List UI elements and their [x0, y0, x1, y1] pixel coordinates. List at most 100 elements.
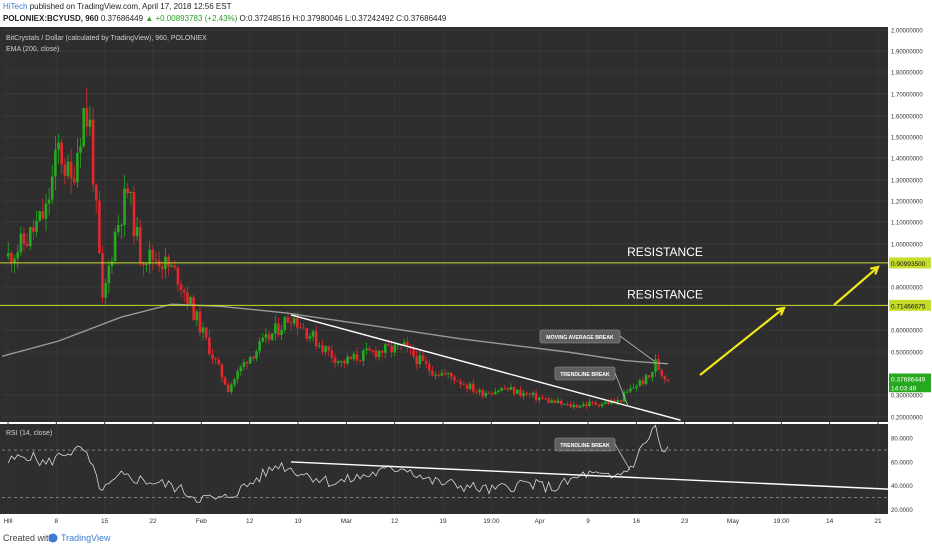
- candle-body: [453, 376, 456, 381]
- candle-body: [32, 227, 35, 232]
- candle-body: [230, 384, 233, 392]
- candle-body: [258, 341, 261, 352]
- trendline-break-callout: TRENDLINE BREAK: [554, 366, 629, 407]
- candle-body: [327, 346, 331, 351]
- candle-body: [663, 375, 667, 380]
- y-tick-label: 2.00000000: [891, 29, 923, 35]
- candle-body: [591, 401, 594, 403]
- candle-body: [22, 233, 26, 244]
- callout-text: TRENDLINE BREAK: [560, 443, 610, 449]
- candle-body: [503, 388, 506, 390]
- symbol-line: POLONIEX:BCYUSD, 960 0.37686449 ▲ +0.008…: [3, 14, 446, 23]
- candle-body: [264, 334, 268, 338]
- rsi-title: RSI (14, close): [6, 430, 52, 437]
- candle-body: [88, 119, 92, 127]
- price-tag-text: 14:03:49: [891, 385, 917, 392]
- candle-body: [468, 383, 472, 389]
- candle-body: [57, 142, 60, 150]
- last-price: 0.37686449: [100, 14, 144, 23]
- candle-body: [563, 404, 566, 406]
- candle-body: [98, 200, 101, 253]
- candle-body: [54, 149, 57, 177]
- candle-body: [113, 231, 117, 262]
- ohlc-values: O:0.37248516 H:0.37980046 L:0.37242492 C…: [239, 14, 447, 23]
- y-tick-label: 0.80000000: [891, 286, 923, 292]
- candle-body: [405, 342, 409, 347]
- candle-body: [556, 400, 560, 404]
- candle-body: [509, 387, 513, 390]
- callout-text: MOVING AVERAGE BREAK: [546, 335, 614, 341]
- publisher-link[interactable]: HiTech: [3, 2, 28, 11]
- time-axis-bg: [0, 514, 888, 526]
- candle-body: [299, 327, 302, 329]
- candle-body: [371, 350, 375, 352]
- x-tick-label: 8: [55, 518, 59, 525]
- created-with-text: Created with: [3, 533, 54, 543]
- candle-body: [239, 366, 243, 372]
- candle-body: [585, 404, 588, 407]
- resistance-price-tag: [889, 257, 931, 269]
- candle-body: [167, 256, 170, 267]
- candle-body: [132, 192, 136, 237]
- candle-body: [346, 356, 349, 364]
- candle-body: [594, 402, 598, 405]
- candle-body: [60, 142, 63, 165]
- candle-body: [421, 355, 425, 361]
- candle-body: [248, 356, 252, 364]
- y-tick-label: 1.70000000: [891, 93, 923, 99]
- candle-body: [500, 388, 503, 391]
- callout-text: TRENDLINE BREAK: [560, 372, 610, 378]
- rsi-y-tick-label: 40.0000: [891, 484, 913, 490]
- arrow-head: [869, 265, 880, 275]
- chart-header: HiTech published on TradingView.com, Apr…: [0, 0, 932, 27]
- candle-body: [629, 388, 632, 392]
- candle-body: [515, 389, 519, 394]
- candle-body: [91, 119, 95, 185]
- published-text: published on TradingView.com, April 17, …: [29, 2, 232, 11]
- candle-body: [76, 152, 79, 183]
- candle-body: [186, 292, 189, 304]
- candle-body: [10, 253, 13, 264]
- candle-body: [434, 374, 437, 376]
- candle-body: [340, 360, 343, 362]
- candle-body: [396, 344, 400, 346]
- x-tick-label: 12: [391, 518, 399, 525]
- candle-body: [449, 372, 453, 377]
- candle-body: [311, 331, 315, 337]
- candle-body: [283, 317, 287, 330]
- callout-box: [554, 437, 616, 452]
- candle-body: [236, 371, 239, 380]
- candle-body: [211, 354, 214, 359]
- candle-body: [559, 400, 563, 405]
- candle-body: [19, 233, 23, 253]
- candle-body: [233, 379, 236, 385]
- candle-body: [242, 362, 246, 367]
- candle-body: [126, 188, 129, 194]
- resistance-price-text: 0.90993500: [891, 261, 926, 268]
- rsi-y-tick-label: 60.0000: [891, 460, 913, 466]
- candle-body: [101, 252, 104, 298]
- candle-body: [198, 311, 202, 333]
- candle-body: [402, 342, 406, 346]
- candle-body: [506, 388, 510, 390]
- candle-body: [255, 351, 258, 359]
- x-tick-label: 16: [633, 518, 641, 525]
- candle-body: [189, 297, 192, 304]
- candle-body: [613, 400, 616, 403]
- chart-canvas: Hlll 8 15 22 Feb 12 19 Mar 12 19 19:00 Apr 9 16 23 May 1…: [0, 27, 932, 526]
- candle-body: [578, 406, 582, 408]
- candle-body: [365, 348, 368, 351]
- candle-body: [465, 384, 469, 389]
- tradingview-brand-link[interactable]: TradingView: [61, 533, 111, 543]
- price-change: ▲ +0.00893783 (+2.43%): [145, 14, 238, 23]
- arrow-head: [775, 306, 786, 316]
- candle-body: [289, 322, 293, 324]
- candle-body: [607, 401, 610, 404]
- candle-body: [431, 370, 434, 376]
- candle-body: [274, 323, 277, 334]
- candle-body: [321, 345, 324, 352]
- candle-body: [116, 225, 120, 232]
- candle-body: [638, 380, 642, 386]
- candle-body: [336, 361, 340, 363]
- candle-body: [553, 400, 557, 404]
